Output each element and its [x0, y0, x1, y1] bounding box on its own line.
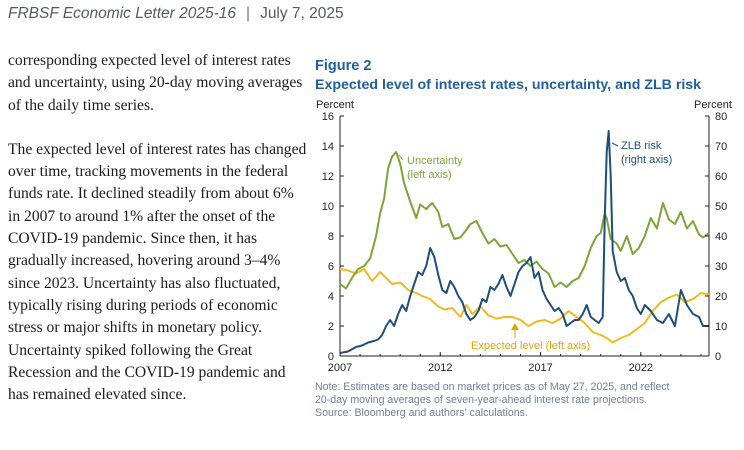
right-tick-label: 70 [715, 141, 727, 153]
publication-name: FRBSF Economic Letter 2025-16 [8, 5, 237, 22]
x-tick-label: 2012 [428, 362, 452, 374]
zlb-annotation-line2: (right axis) [621, 154, 672, 166]
expected-level-line [339, 268, 710, 344]
x-tick-label: 2022 [629, 362, 653, 374]
left-tick-label: 0 [328, 351, 334, 363]
zlb-annotation-pointer [611, 142, 619, 147]
right-tick-label: 50 [715, 201, 727, 213]
publication-date: July 7, 2025 [260, 5, 344, 22]
figure-label: Figure 2 [315, 58, 372, 74]
left-tick-label: 6 [328, 261, 334, 273]
note-line-3: Source: Bloomberg and authors' calculati… [315, 407, 528, 419]
right-tick-label: 0 [715, 351, 721, 363]
right-tick-label: 80 [715, 111, 727, 123]
right-tick-label: 20 [715, 291, 727, 303]
left-tick-label: 16 [322, 111, 334, 123]
left-tick-label: 4 [328, 291, 334, 303]
expected-annotation-arrowhead [511, 323, 519, 330]
left-tick-label: 12 [322, 171, 334, 183]
paragraph-2: The expected level of interest rates has… [8, 140, 307, 404]
right-tick-label: 10 [715, 321, 727, 333]
right-axis-label: Percent [694, 99, 732, 111]
uncertainty-annotation-line1: Uncertainty [407, 155, 463, 167]
right-tick-label: 60 [715, 171, 727, 183]
uncertainty-line [339, 151, 710, 290]
right-tick-label: 40 [715, 231, 727, 243]
article-body: corresponding expected level of interest… [8, 50, 308, 428]
letter-header: FRBSF Economic Letter 2025-16 | July 7, 20… [8, 5, 344, 23]
figure-title: Expected level of interest rates, uncert… [315, 77, 702, 93]
right-tick-label: 30 [715, 261, 727, 273]
paragraph-1: corresponding expected level of interest… [8, 52, 303, 114]
left-tick-label: 14 [322, 141, 334, 153]
expected-annotation: Expected level (left axis) [471, 340, 590, 352]
left-tick-label: 8 [328, 231, 334, 243]
uncertainty-annotation-pointer [398, 154, 404, 161]
x-tick-label: 2007 [328, 362, 352, 374]
note-line-2: 20-day moving averages of seven-year-ahe… [315, 394, 648, 406]
note-line-1: Note: Estimates are based on market pric… [315, 381, 670, 393]
left-tick-label: 10 [322, 201, 334, 213]
left-tick-label: 2 [328, 321, 334, 333]
zlb-annotation-line1: ZLB risk [621, 140, 662, 152]
figure-note: Note: Estimates are based on market pric… [315, 381, 740, 420]
left-axis-label: Percent [316, 99, 354, 111]
uncertainty-annotation-line2: (left axis) [407, 169, 452, 181]
x-tick-label: 2017 [528, 362, 552, 374]
zlb-risk-line [339, 130, 709, 354]
header-separator: | [246, 5, 251, 22]
